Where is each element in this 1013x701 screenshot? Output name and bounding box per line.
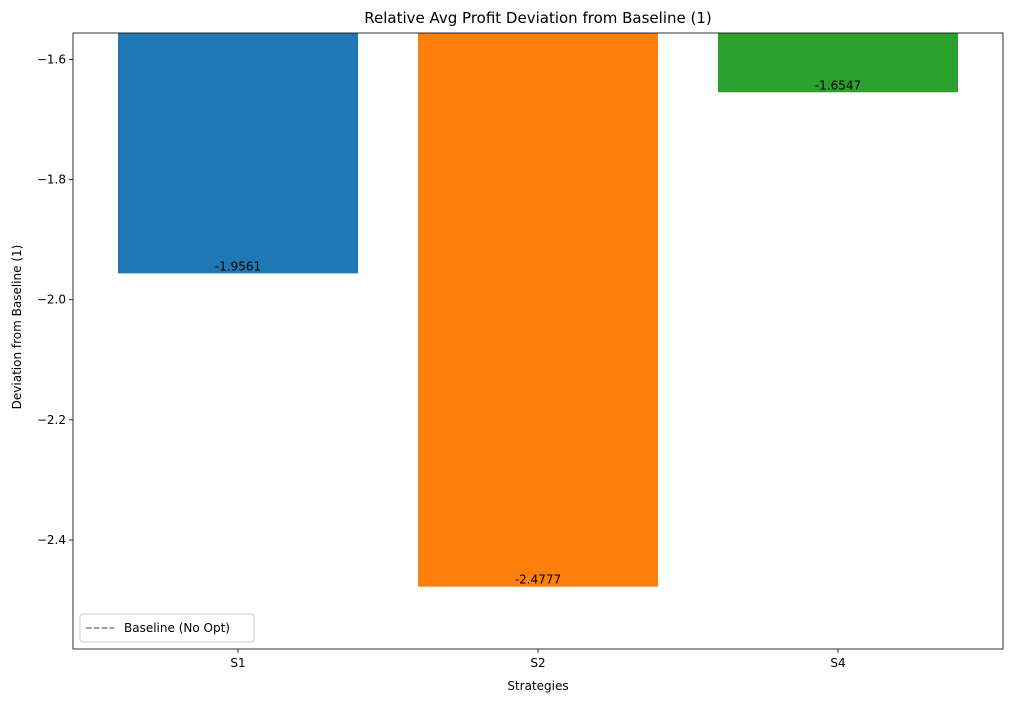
data-label-s4: -1.6547 (815, 78, 861, 92)
data-label-s2: -2.4777 (515, 573, 561, 587)
x-tick-label-s2: S2 (530, 656, 545, 670)
y-tick-label: −2.2 (37, 413, 66, 427)
data-label-s1: -1.9561 (215, 259, 261, 273)
x-axis-label: Strategies (507, 679, 568, 693)
y-tick-label: −2.4 (37, 533, 66, 547)
plot-area: -1.9561 S1 -2.4777 S2 -1.6547 S4 −2.4 −2.2 −2.0 −… (37, 32, 1004, 670)
y-axis-label: Deviation from Baseline (1) (10, 245, 24, 410)
chart-title: Relative Avg Profit Deviation from Basel… (364, 9, 712, 27)
x-tick-label-s4: S4 (830, 656, 845, 670)
y-tick-label: −1.8 (37, 173, 66, 187)
bar-s1 (118, 33, 358, 274)
legend: Baseline (No Opt) (79, 613, 255, 643)
plot-frame (72, 32, 1004, 650)
y-tick-label: −1.6 (37, 52, 66, 66)
legend-label-baseline: Baseline (No Opt) (124, 621, 230, 635)
bar-s2 (418, 33, 658, 587)
x-tick-label-s1: S1 (230, 656, 245, 670)
legend-frame (79, 613, 255, 643)
y-tick-label: −2.0 (37, 293, 66, 307)
bar-s4 (718, 33, 958, 93)
